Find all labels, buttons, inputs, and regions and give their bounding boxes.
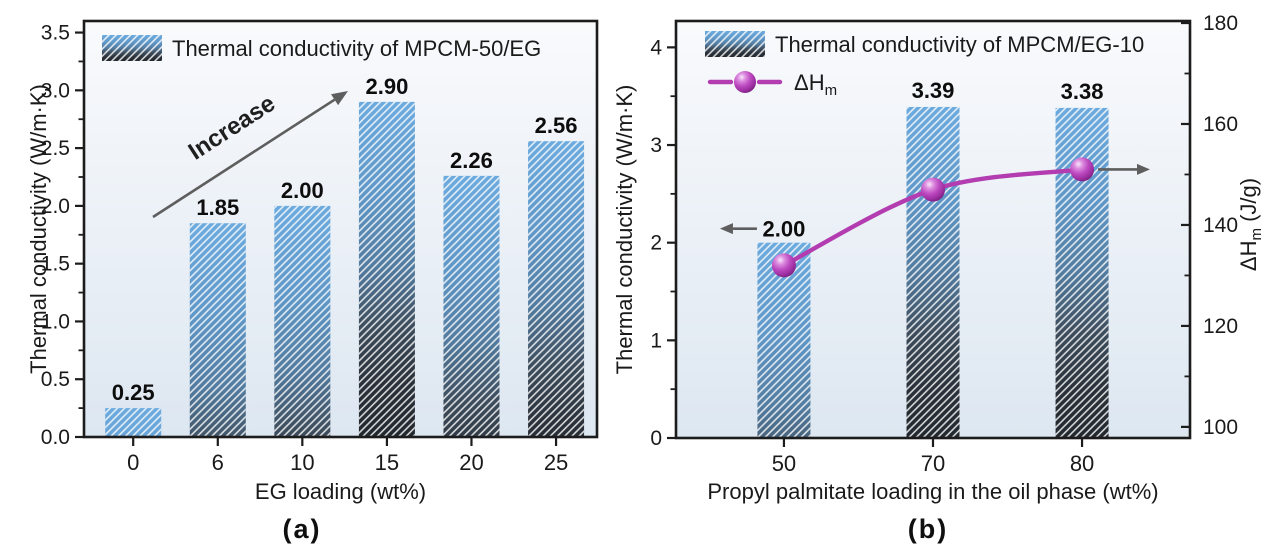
- legend-marker-sphere: [734, 71, 756, 93]
- x-tick-label: 25: [544, 450, 568, 475]
- bar-6: [189, 223, 246, 437]
- bar-25: [528, 141, 585, 437]
- y-tick-label: 3.0: [41, 79, 70, 102]
- x-tick-label: 70: [921, 451, 945, 476]
- bar-0: [105, 408, 162, 437]
- bar-80: [1055, 107, 1109, 439]
- y-tick-label: 1: [650, 329, 662, 352]
- bar-hatch: [189, 223, 246, 437]
- bar-hatch: [358, 101, 415, 437]
- bar-value-label: 3.38: [1061, 79, 1104, 104]
- legend-bar-swatch-hatch: [102, 35, 162, 61]
- bar-hatch: [105, 408, 162, 437]
- right-y-tick-label: 100: [1203, 416, 1238, 439]
- right-y-axis-title: ΔHm (J/g): [1236, 178, 1265, 271]
- x-tick-label: 20: [459, 450, 483, 475]
- legend-bar-label: Thermal conductivity of MPCM/EG-10: [775, 32, 1144, 57]
- y-tick-label: 0.5: [41, 368, 70, 391]
- bar-value-label: 0.25: [112, 380, 155, 405]
- delta-h-marker-0: [771, 253, 796, 278]
- y-tick-label: 0.0: [41, 426, 70, 449]
- panel-a: 0.0 0.5 1.0 1.5 2.0 2.5 3.0 3.5 0 6 10 15 20 25 0.25 1.…: [26, 19, 599, 504]
- x-tick-label: 6: [212, 450, 224, 475]
- arrow-head: [1137, 163, 1150, 175]
- y-tick-label: 2.5: [41, 137, 70, 160]
- bar-50: [757, 242, 811, 438]
- bar-15: [358, 101, 415, 437]
- x-tick-label: 0: [127, 450, 139, 475]
- bar-70: [906, 106, 960, 438]
- x-axis-title: Propyl palmitate loading in the oil phas…: [707, 479, 1158, 504]
- x-axis-title: EG loading (wt%): [255, 479, 426, 504]
- right-y-tick-label: 120: [1203, 315, 1238, 338]
- delta-h-marker-2: [1070, 157, 1095, 182]
- bar-hatch: [528, 141, 585, 437]
- plot-background: [84, 21, 597, 437]
- bar-hatch: [443, 175, 500, 437]
- plot-frame: [82, 19, 599, 439]
- y-tick-label: 1.0: [41, 310, 70, 333]
- panel-a-label: (a): [282, 514, 322, 544]
- y-tick-label: 2.0: [41, 195, 70, 218]
- arrow-head: [719, 223, 733, 235]
- y-tick-label: 4: [650, 36, 662, 59]
- bar-value-label: 2.00: [763, 217, 806, 242]
- y-tick-label: 3.5: [41, 22, 70, 45]
- right-y-tick-label: 180: [1203, 12, 1238, 35]
- bar-value-label: 2.00: [281, 178, 324, 203]
- bar-hatch: [274, 205, 331, 437]
- y-axis-title: Thermal conductivity (W/m·K): [612, 85, 637, 375]
- x-tick-label: 10: [290, 450, 314, 475]
- bar-10: [274, 205, 331, 437]
- increase-arrow: [152, 91, 348, 219]
- x-tick-label: 80: [1070, 451, 1094, 476]
- legend-bar-swatch-hatch: [705, 31, 765, 57]
- bar-value-label: 2.26: [450, 148, 493, 173]
- bar-20: [443, 175, 500, 437]
- bar-value-label: 1.85: [196, 195, 239, 220]
- panel-b-label: (b): [907, 514, 949, 544]
- y-tick-label: 1.5: [41, 253, 70, 276]
- bar-hatch: [906, 106, 960, 438]
- bar-value-label: 2.90: [366, 74, 409, 99]
- legend-bar-label: Thermal conductivity of MPCM-50/EG: [172, 36, 541, 61]
- legend: Thermal conductivity of MPCM-50/EG: [102, 35, 541, 61]
- delta-h-marker-1: [921, 177, 945, 202]
- arrow-shaft: [152, 98, 336, 219]
- right-y-tick-label: 160: [1203, 113, 1238, 136]
- line-right-axis-pointer: [1098, 163, 1150, 175]
- y-axis-title: Thermal conductivity (W/m·K): [26, 84, 51, 374]
- x-tick-label: 15: [375, 450, 399, 475]
- bar-value-label: 3.39: [912, 78, 955, 103]
- arrow-head: [331, 91, 348, 106]
- y-tick-label: 2: [650, 232, 662, 255]
- bar-value-label: 2.56: [535, 113, 578, 138]
- y-tick-label: 3: [650, 134, 662, 157]
- bars-left-axis-pointer: [719, 223, 757, 235]
- x-tick-label: 50: [772, 451, 796, 476]
- y-tick-label: 0: [650, 427, 662, 450]
- right-y-tick-label: 140: [1203, 214, 1238, 237]
